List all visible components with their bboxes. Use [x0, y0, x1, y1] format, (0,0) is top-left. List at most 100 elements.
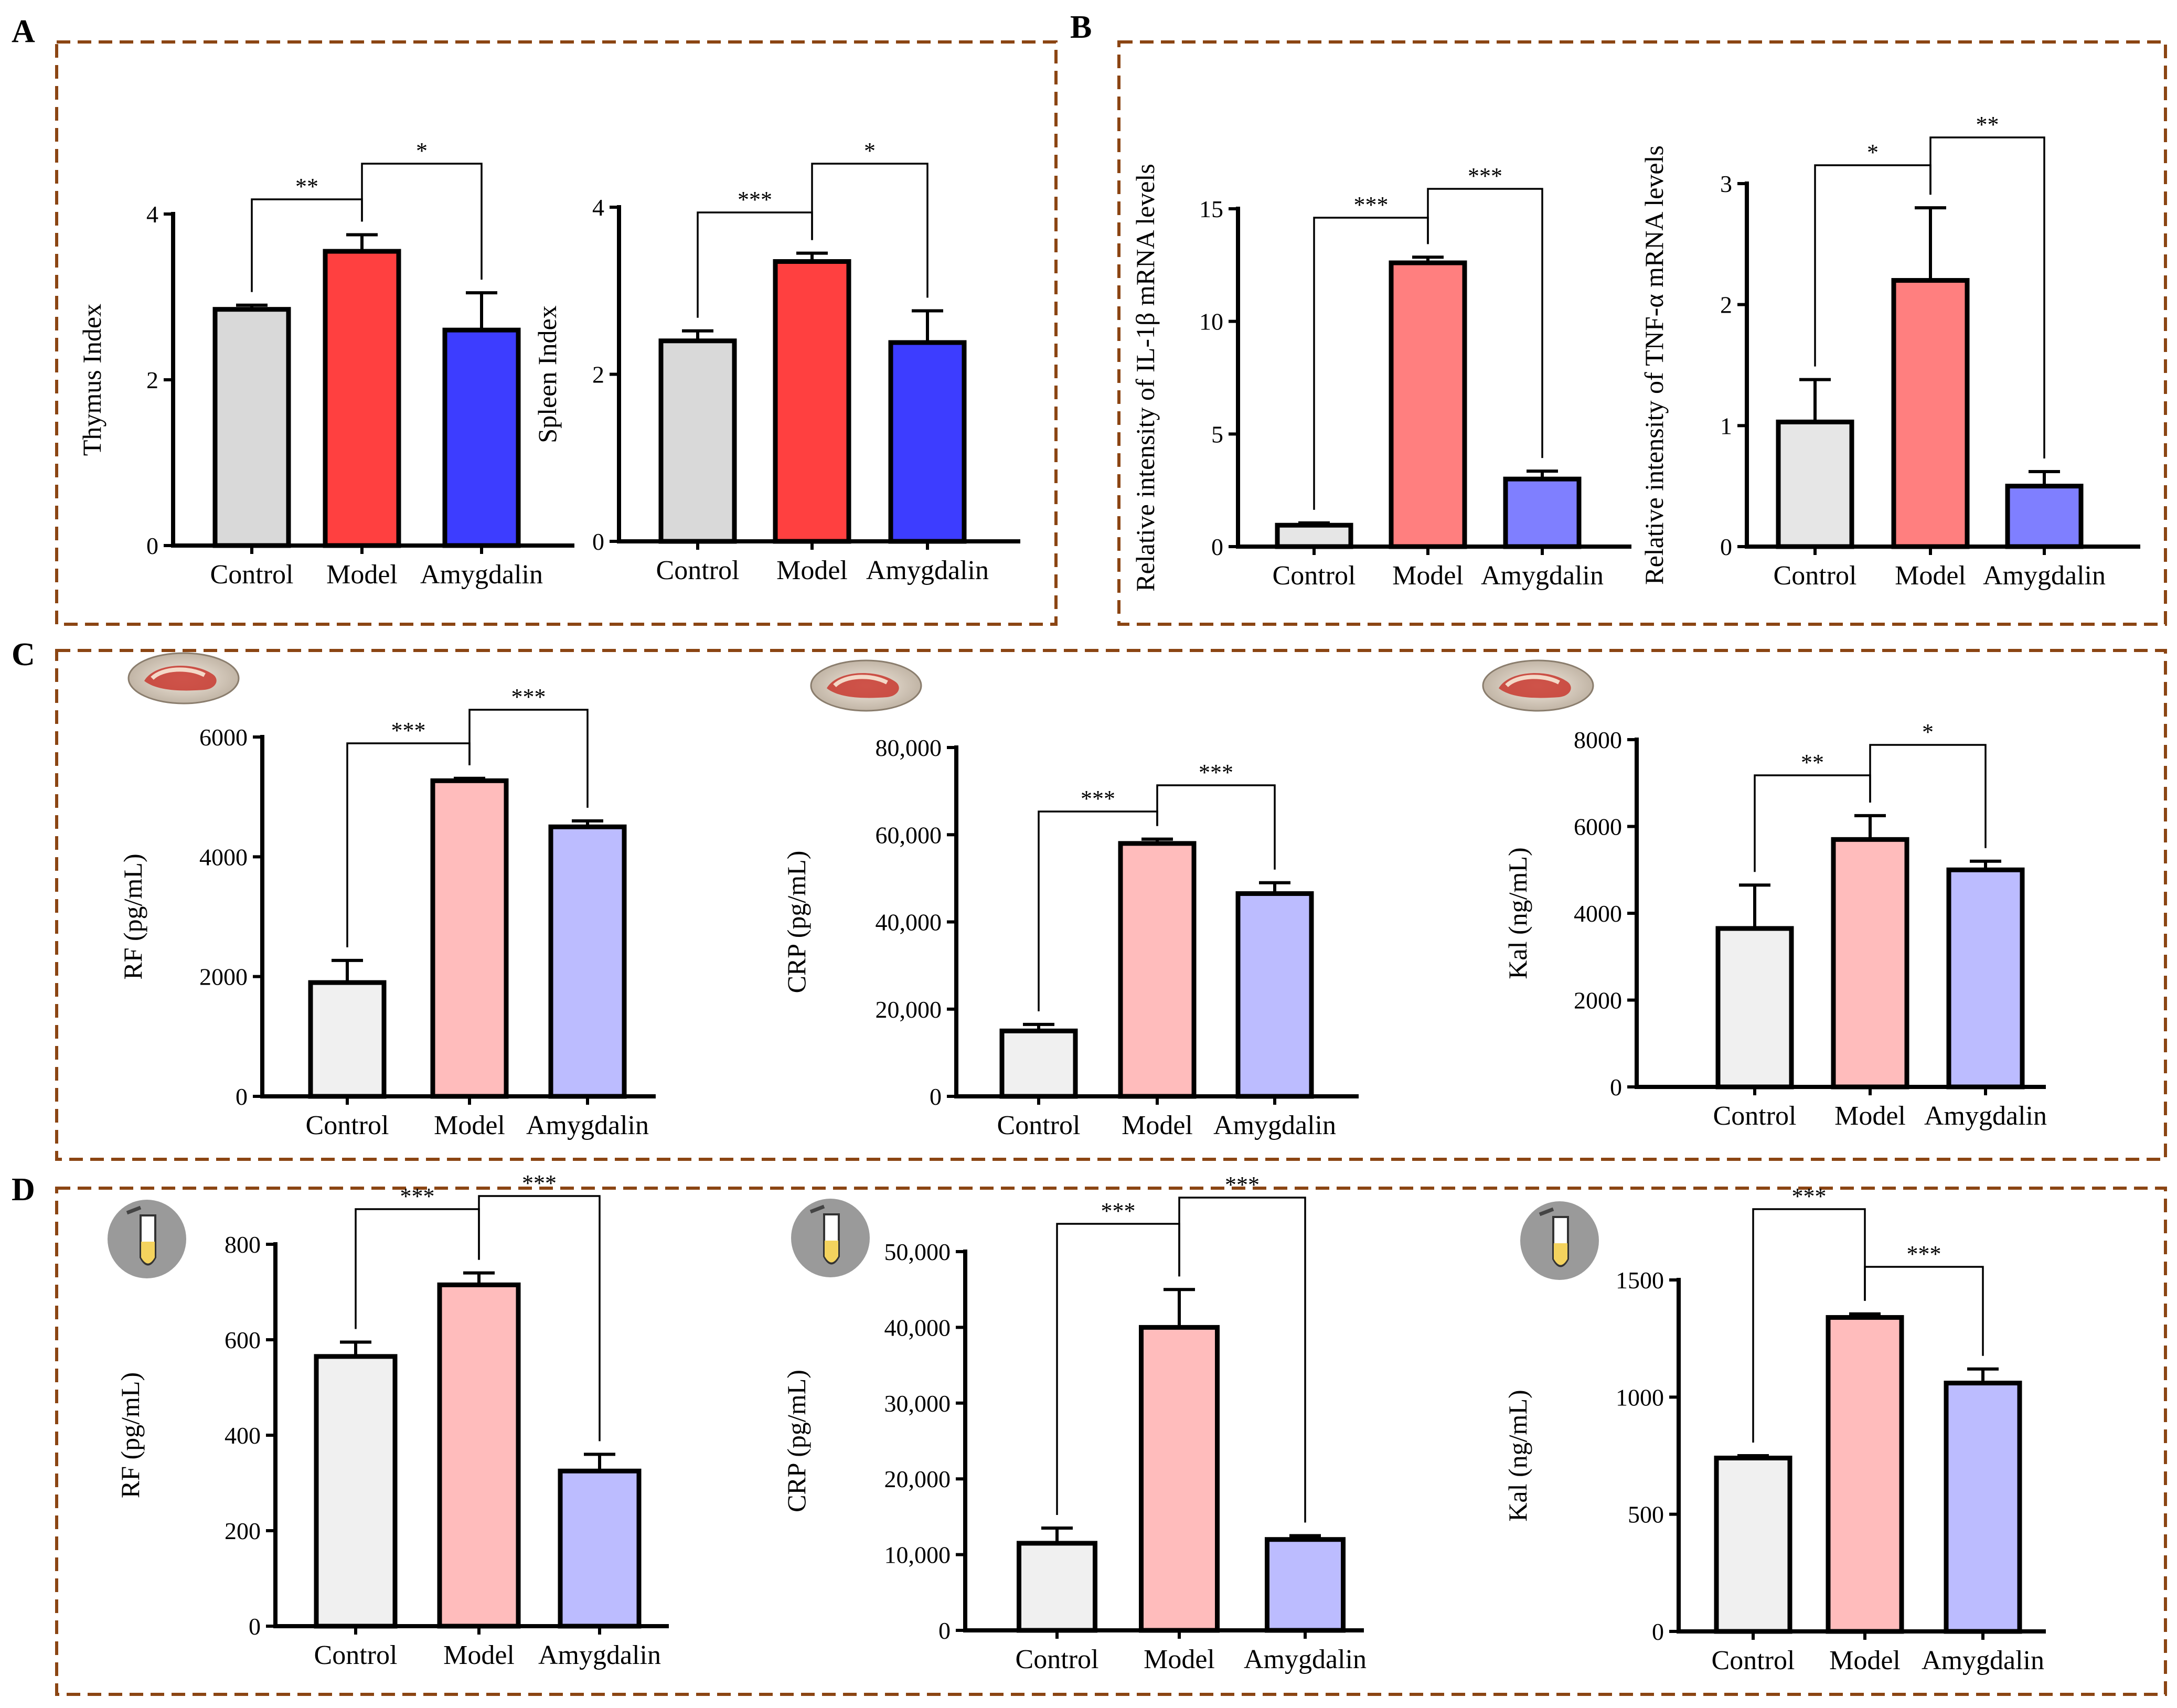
bar-control — [1017, 1541, 1097, 1633]
significance-label: *** — [511, 684, 546, 710]
y-tick-label: 2 — [592, 361, 604, 388]
error-bar-control — [340, 1340, 371, 1357]
bar-model — [1389, 260, 1467, 549]
y-tick-label: 10,000 — [884, 1542, 951, 1568]
error-bar-amygdalin — [584, 1453, 615, 1471]
y-tick-label: 0 — [938, 1617, 951, 1644]
bar-control — [212, 307, 291, 548]
bar-control — [1275, 522, 1353, 549]
y-axis-label: CRP (pg/mL) — [782, 851, 811, 994]
serum-tube-icon — [108, 1200, 186, 1278]
panel-c-frame — [55, 649, 2167, 1161]
y-tick-label: 0 — [1610, 1074, 1622, 1101]
significance-bracket — [1178, 1197, 1306, 1523]
x-tick-label: Model — [1144, 1645, 1215, 1674]
x-tick-label: Model — [326, 560, 398, 590]
chart-d3: Control Model Amygdalin 0 500 1000 1500 Kal (ng… — [1503, 1183, 2046, 1675]
significance-label: *** — [738, 187, 772, 212]
significance-bracket — [811, 163, 929, 298]
x-tick-label: Model — [1834, 1101, 1906, 1131]
chart-d2: Control Model Amygdalin 0 10,000 20,000 30,000… — [782, 1172, 1367, 1674]
significance-bracket — [1752, 1208, 1866, 1443]
bar-control — [999, 1028, 1078, 1099]
x-tick-label: Amygdalin — [1213, 1111, 1336, 1140]
x-tick-label: Amygdalin — [1983, 561, 2106, 591]
x-tick-label: Control — [306, 1111, 389, 1140]
panel-b-frame — [1117, 40, 2167, 626]
significance-label: *** — [1199, 760, 1233, 785]
x-tick-label: Amygdalin — [1244, 1645, 1367, 1674]
y-tick-label: 2000 — [199, 964, 248, 990]
bar-amygdalin — [1944, 1381, 2022, 1634]
y-tick-label: 0 — [236, 1083, 248, 1110]
y-tick-label: 1 — [1720, 412, 1732, 439]
y-tick-label: 20,000 — [884, 1466, 951, 1492]
bar-control — [1715, 926, 1794, 1090]
chart-d1: Control Model Amygdalin 0 200 400 600 800 RF (pg… — [115, 1170, 669, 1670]
panel-a-frame — [55, 40, 1058, 626]
bar-amygdalin — [442, 327, 521, 548]
significance-bracket — [1869, 744, 1987, 848]
x-tick-label: Amygdalin — [866, 556, 989, 585]
y-tick-label: 80,000 — [876, 734, 942, 761]
y-tick-label: 40,000 — [876, 909, 942, 936]
bar-model — [323, 249, 401, 548]
x-tick-label: Model — [1895, 561, 1966, 591]
error-bar-model — [1141, 837, 1173, 844]
significance-label: *** — [522, 1170, 557, 1196]
panel-label-b: B — [1070, 9, 1092, 45]
x-tick-label: Amygdalin — [1922, 1646, 2044, 1675]
y-tick-label: 2000 — [1574, 987, 1622, 1014]
bar-control — [1776, 419, 1854, 549]
x-tick-label: Amygdalin — [538, 1640, 661, 1670]
error-bar-model — [1915, 206, 1946, 281]
significance-label: ** — [295, 174, 318, 199]
bar-amygdalin — [558, 1468, 642, 1629]
chart-c2: Control Model Amygdalin 0 20,000 40,000 60,000… — [782, 734, 1359, 1140]
significance-label: * — [864, 138, 876, 164]
x-tick-label: Control — [1713, 1101, 1797, 1131]
x-tick-label: Control — [314, 1640, 398, 1670]
significance-label: *** — [1792, 1183, 1827, 1209]
error-bar-model — [796, 251, 828, 262]
error-bar-model — [463, 1271, 495, 1285]
significance-bracket — [478, 1195, 601, 1442]
y-tick-label: 10 — [1199, 308, 1223, 335]
x-tick-label: Model — [1122, 1111, 1193, 1140]
error-bar-amygdalin — [1289, 1534, 1321, 1540]
chart-b2: Control Model Amygdalin 0 1 2 3 Relative intens… — [1639, 112, 2140, 591]
x-tick-label: Control — [656, 556, 740, 585]
bar-amygdalin — [548, 824, 627, 1099]
bar-amygdalin — [1503, 476, 1582, 549]
error-bar-control — [1799, 378, 1831, 422]
significance-label: *** — [1354, 192, 1389, 218]
y-tick-label: 0 — [1211, 533, 1223, 560]
x-tick-label: Model — [1392, 561, 1464, 591]
y-tick-label: 800 — [225, 1231, 261, 1258]
significance-bracket — [1427, 188, 1543, 458]
significance-label: * — [416, 138, 428, 164]
bar-amygdalin — [2005, 484, 2084, 549]
y-axis-label: Kal (ng/mL) — [1503, 847, 1532, 979]
bar-model — [437, 1282, 521, 1629]
error-bar-model — [1849, 1312, 1881, 1318]
bar-control — [314, 1354, 398, 1629]
error-bar-model — [1412, 255, 1444, 263]
y-tick-label: 0 — [592, 528, 604, 555]
mouse-photo-icon — [810, 659, 922, 712]
error-bar-amygdalin — [572, 819, 603, 827]
error-bar-control — [1041, 1526, 1073, 1543]
y-tick-label: 600 — [225, 1327, 261, 1353]
y-tick-label: 200 — [225, 1518, 261, 1544]
y-tick-label: 3 — [1720, 170, 1732, 197]
x-tick-label: Control — [210, 560, 294, 590]
y-tick-label: 2 — [1720, 292, 1732, 318]
error-bar-control — [1023, 1022, 1054, 1031]
error-bar-control — [1739, 883, 1770, 928]
bar-amygdalin — [1235, 891, 1314, 1099]
x-tick-label: Model — [776, 556, 848, 585]
significance-label: *** — [1101, 1198, 1136, 1224]
bar-amygdalin — [1265, 1537, 1346, 1633]
